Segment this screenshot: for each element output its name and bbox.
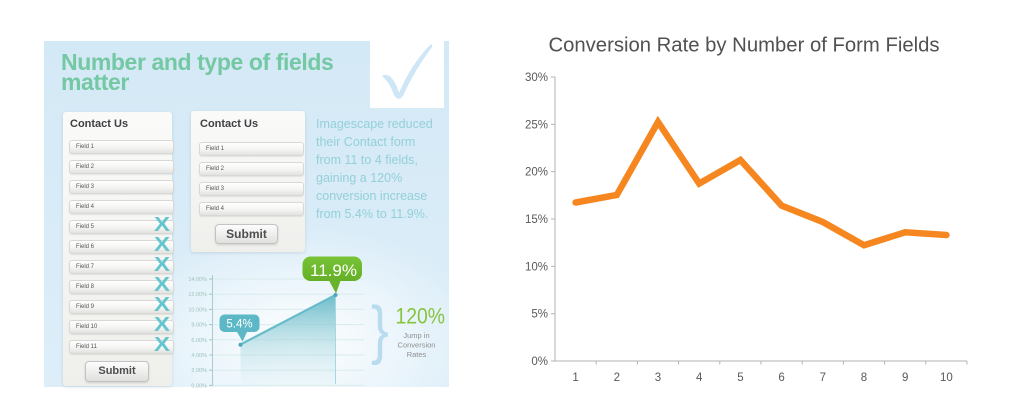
svg-text:10%: 10% [525, 261, 548, 273]
svg-text:4.00%: 4.00% [191, 353, 207, 359]
svg-text:15%: 15% [525, 214, 548, 226]
svg-text:12.00%: 12.00% [188, 292, 207, 298]
svg-text:5.4%: 5.4% [226, 319, 252, 331]
svg-text:6.00%: 6.00% [191, 338, 207, 344]
svg-text:Jump in: Jump in [403, 331, 429, 340]
svg-text:0.00%: 0.00% [191, 383, 207, 389]
svg-text:120%: 120% [396, 304, 446, 328]
svg-text:10: 10 [940, 372, 953, 384]
svg-text:4: 4 [696, 372, 703, 384]
svg-text:5: 5 [737, 372, 743, 384]
svg-text:0%: 0% [531, 356, 548, 368]
svg-text:1: 1 [572, 372, 578, 384]
svg-text:14.00%: 14.00% [188, 277, 207, 283]
svg-text:Conversion: Conversion [398, 341, 436, 350]
svg-text:Rates: Rates [407, 350, 427, 359]
svg-text:Conversion Rate by Number of F: Conversion Rate by Number of Form Fields [548, 35, 939, 57]
svg-text:7: 7 [820, 372, 826, 384]
svg-text:25%: 25% [525, 119, 548, 131]
svg-text:20%: 20% [525, 167, 548, 179]
svg-text:11.9%: 11.9% [310, 261, 357, 280]
svg-text:9: 9 [902, 372, 908, 384]
svg-text:5%: 5% [531, 309, 548, 321]
svg-text:3: 3 [655, 372, 661, 384]
svg-text:8: 8 [861, 372, 867, 384]
svg-text:30%: 30% [525, 72, 548, 84]
svg-text:2: 2 [614, 372, 620, 384]
svg-text:}: } [371, 292, 389, 365]
svg-text:6: 6 [778, 372, 784, 384]
svg-text:10.00%: 10.00% [188, 307, 207, 313]
svg-text:8.00%: 8.00% [191, 323, 207, 329]
svg-text:2.00%: 2.00% [191, 368, 207, 374]
